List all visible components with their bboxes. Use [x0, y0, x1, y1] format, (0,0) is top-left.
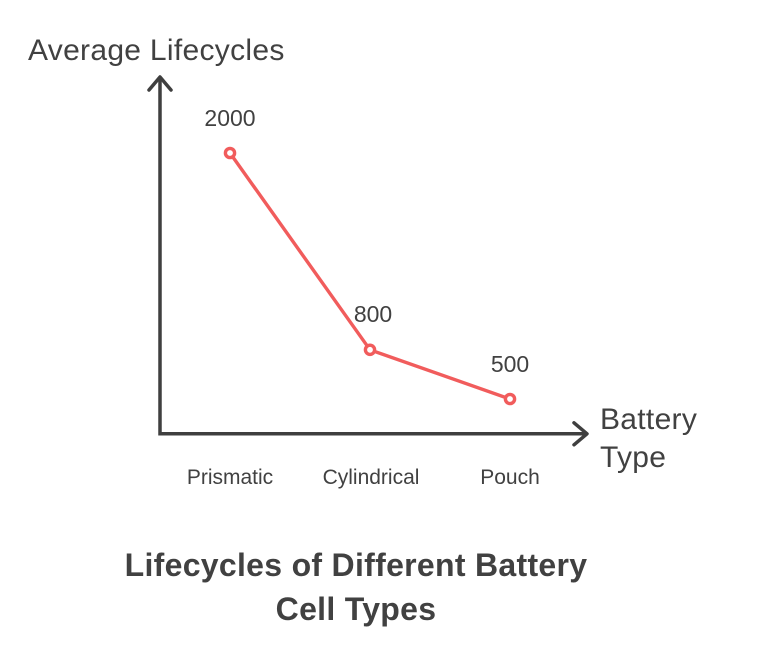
x-axis-title-line2: Type: [600, 441, 667, 474]
data-point-cylindrical: [363, 343, 377, 357]
axes: [147, 75, 589, 447]
chart-title-line1: Lifecycles of Different Battery: [124, 547, 588, 583]
data-point-prismatic: [223, 146, 237, 160]
data-label-cylindrical: 800: [353, 301, 393, 327]
category-label-cylindrical: Cylindrical: [322, 466, 420, 489]
chart-title-line2: Cell Types: [275, 591, 437, 627]
chart-title: Lifecycles of Different Battery Cell Typ…: [125, 543, 588, 631]
y-axis-title: Average Lifecycles: [28, 34, 285, 67]
data-point-pouch: [503, 392, 517, 406]
category-label-pouch: Pouch: [480, 466, 540, 489]
data-label-prismatic: 2000: [204, 105, 256, 131]
x-axis-title-line1: Battery: [600, 403, 698, 436]
x-axis-title: Battery Type: [600, 401, 697, 477]
series-line: [228, 151, 512, 401]
line-series: [223, 146, 517, 406]
data-label-pouch: 500: [490, 351, 530, 377]
category-label-prismatic: Prismatic: [186, 466, 274, 489]
